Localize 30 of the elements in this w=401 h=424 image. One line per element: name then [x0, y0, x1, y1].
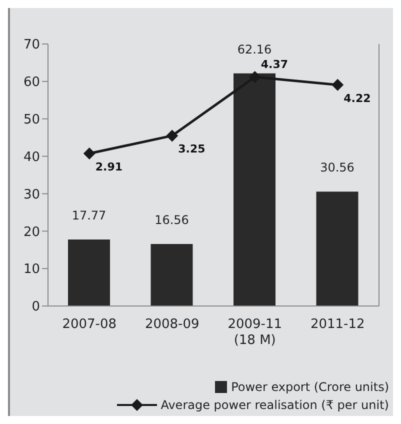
data-label: 17.77 — [72, 208, 106, 222]
x-tick-label: 2011-12 — [310, 317, 365, 332]
data-label: 62.16 — [237, 42, 272, 56]
legend-label: Power export (Crore units) — [231, 380, 389, 394]
bar — [150, 244, 193, 306]
y-tick-label: 70 — [23, 38, 40, 53]
x-tick-label: 2009-11 (18 M) — [228, 317, 282, 348]
bar — [68, 239, 110, 306]
y-tick-label: 10 — [23, 262, 40, 278]
y-tick-label: 0 — [32, 300, 40, 315]
data-label: 3.25 — [178, 142, 206, 156]
point — [83, 148, 96, 160]
legend-label: Average power realisation (₹ per unit) — [160, 398, 389, 412]
y-tick-label: 40 — [23, 150, 40, 165]
point — [166, 130, 178, 142]
point — [248, 71, 261, 84]
data-label: 4.37 — [260, 58, 288, 72]
point — [332, 78, 344, 91]
data-label: 2.91 — [95, 160, 123, 174]
y-tick-label: 50 — [23, 112, 40, 128]
y-tick-label: 60 — [23, 75, 40, 90]
x-tick-label: 2008-09 — [144, 317, 200, 332]
bar — [234, 73, 276, 306]
bar — [316, 192, 358, 306]
y-tick-label: 30 — [23, 187, 40, 202]
data-label: 30.56 — [320, 160, 354, 175]
data-label: 4.22 — [344, 92, 371, 105]
y-tick-label: 20 — [23, 224, 40, 240]
data-label: 16.56 — [154, 213, 189, 228]
x-tick-label: 2007-08 — [62, 317, 117, 332]
